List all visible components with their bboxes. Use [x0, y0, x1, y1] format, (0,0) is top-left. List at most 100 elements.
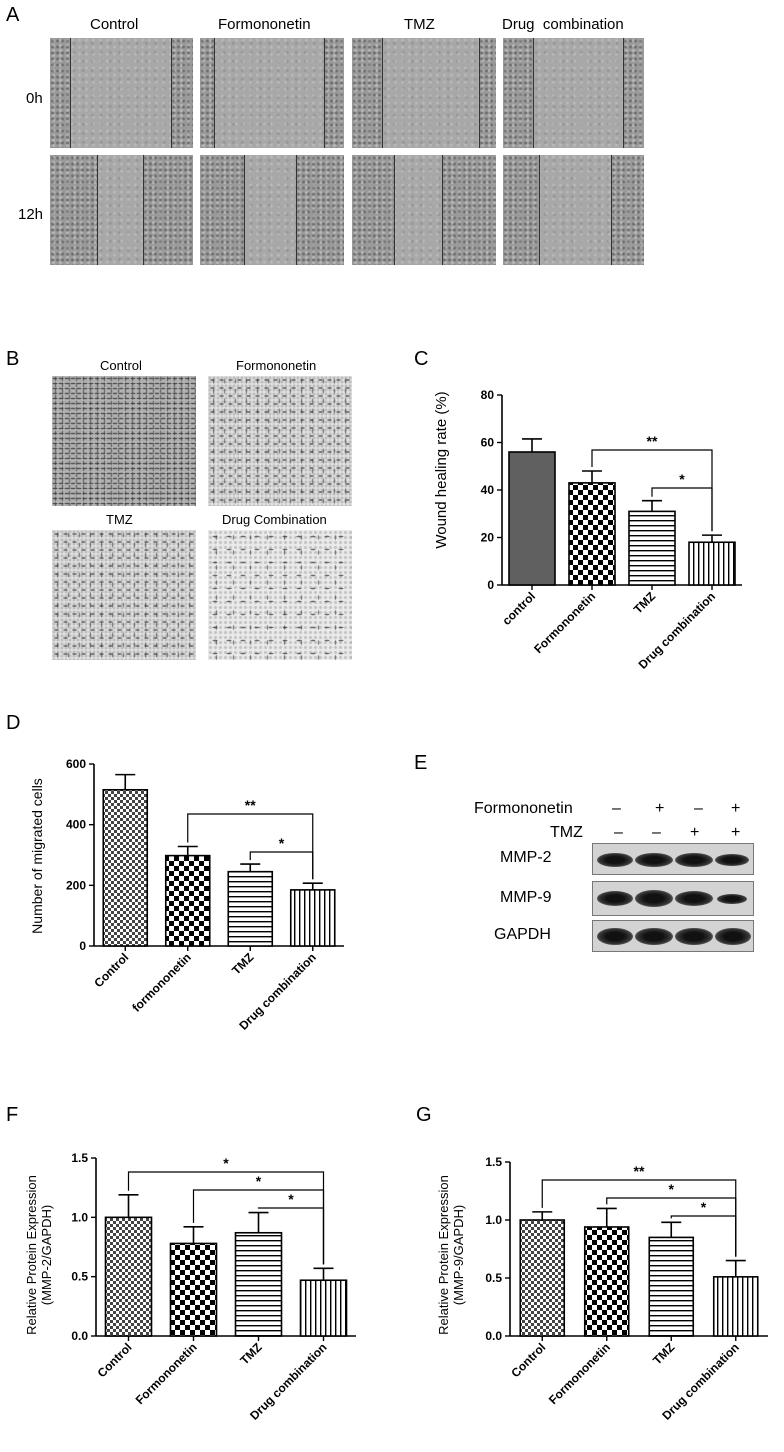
wound-image-drug-combination-0h — [503, 38, 644, 148]
x-tick-label-0: Control — [95, 1340, 135, 1380]
blot-label-formononetin: Formononetin — [474, 800, 573, 817]
chart-f-ylabel-line2: (MMP-2/GAPDH) — [39, 1205, 54, 1305]
panel-letter-e: E — [414, 752, 428, 774]
panel-a-col-label-formononetin: Formononetin — [218, 16, 311, 33]
chart-c-ylabel: Wound healing rate (%) — [433, 391, 450, 548]
x-tick-label-0: control — [499, 589, 538, 628]
wound-image-tmz-0h — [352, 38, 496, 148]
wound-image-control-0h — [50, 38, 193, 148]
chart-g-ylabel-line2: (MMP-9/GAPDH) — [451, 1205, 466, 1305]
significance-bracket-0 — [187, 813, 314, 880]
bar-3 — [688, 541, 736, 586]
x-tick-label-2: TMZ — [237, 1340, 264, 1367]
transwell-image-tmz — [52, 530, 196, 660]
transwell-image-drug-combination — [208, 530, 352, 660]
bar-2 — [648, 1236, 695, 1337]
panel-letter-b: B — [6, 348, 20, 370]
sign-formononetin-3: – — [694, 800, 703, 817]
significance-label-1: * — [669, 1181, 675, 1197]
y-tick-label: 0 — [79, 939, 86, 953]
x-tick-label-1: Formononetin — [546, 1340, 613, 1407]
bar-0 — [104, 1216, 153, 1337]
blot-band-label-mmp2: MMP-2 — [500, 849, 552, 866]
panel-a-col-label-control: Control — [90, 16, 139, 33]
panel-letter-a: A — [6, 4, 20, 26]
blot-strip-mmp9 — [592, 881, 754, 916]
sign-tmz-3: + — [690, 824, 700, 841]
y-tick-label: 1.0 — [71, 1210, 88, 1224]
blot-band-label-mmp9: MMP-9 — [500, 889, 552, 906]
y-tick-label: 1.0 — [485, 1213, 502, 1227]
wound-image-formononetin-0h — [200, 38, 344, 148]
significance-bracket-1 — [651, 487, 713, 532]
bar-0 — [519, 1219, 566, 1337]
chart-f: Relative Protein Expression (MMP-2/GAPDH… — [24, 1151, 356, 1423]
y-tick-label: 400 — [66, 818, 86, 832]
bar-1 — [169, 1242, 218, 1337]
x-tick-label-1: Formononetin — [531, 589, 598, 656]
blot-label-tmz: TMZ — [550, 824, 583, 841]
bar-1 — [164, 854, 211, 947]
y-tick-label: 60 — [481, 436, 495, 450]
bar-2 — [628, 510, 676, 586]
y-tick-label: 0.0 — [71, 1329, 88, 1343]
bar-1 — [583, 1226, 630, 1337]
y-tick-label: 0 — [487, 578, 494, 592]
x-tick-label-2: TMZ — [631, 589, 658, 616]
panel-a-col-label-drug-combination: Drug combination — [502, 16, 624, 33]
chart-f-ylabel: Relative Protein Expression — [24, 1175, 39, 1335]
bar-0 — [508, 451, 556, 586]
y-tick-label: 600 — [66, 757, 86, 771]
transwell-image-control — [52, 376, 196, 506]
panel-b-label-tmz: TMZ — [106, 512, 133, 527]
significance-label-1: * — [679, 471, 685, 487]
y-tick-label: 200 — [66, 878, 86, 892]
panel-letter-c: C — [414, 348, 429, 370]
chart-c: Wound healing rate (%) 0 20 40 60 80 controlF… — [433, 388, 742, 672]
bar-0 — [102, 788, 149, 947]
chart-g-ylabel: Relative Protein Expression — [436, 1175, 451, 1335]
panel-letter-d: D — [6, 712, 21, 734]
bar-2 — [234, 1231, 283, 1337]
sign-tmz-2: – — [652, 824, 661, 841]
significance-bracket-2 — [670, 1215, 737, 1257]
significance-bracket-2 — [257, 1207, 325, 1265]
wound-image-formononetin-12h — [200, 155, 344, 265]
significance-bracket-0 — [127, 1171, 325, 1265]
y-tick-label: 0.0 — [485, 1329, 502, 1343]
y-tick-label: 0.5 — [485, 1271, 502, 1285]
sign-formononetin-2: + — [655, 800, 665, 817]
bar-3 — [299, 1279, 348, 1337]
x-tick-label-2: TMZ — [229, 950, 256, 977]
blot-strip-mmp2 — [592, 843, 754, 875]
panel-b-label-drug-combination: Drug Combination — [222, 512, 327, 527]
significance-label-1: * — [279, 835, 285, 851]
blot-band-label-gapdh: GAPDH — [494, 926, 551, 943]
significance-label-1: * — [256, 1173, 262, 1189]
sign-formononetin-1: – — [612, 800, 621, 817]
panel-a-col-label-tmz: TMZ — [404, 16, 435, 33]
significance-label-0: ** — [245, 797, 256, 813]
y-tick-label: 1.5 — [71, 1151, 88, 1165]
x-tick-label-0: Control — [91, 950, 131, 990]
bar-2 — [227, 870, 274, 947]
x-tick-label-1: Formononetin — [133, 1340, 200, 1407]
chart-d: Number of migrated cells 0 200 400 600 Contr… — [29, 757, 344, 1033]
bar-3 — [712, 1276, 759, 1337]
wound-image-control-12h — [50, 155, 193, 265]
bar-1 — [568, 482, 616, 586]
panel-letter-g: G — [416, 1104, 432, 1126]
y-tick-label: 20 — [481, 531, 495, 545]
bar-3 — [289, 889, 336, 947]
chart-d-ylabel: Number of migrated cells — [29, 778, 45, 934]
sign-formononetin-4: + — [731, 800, 741, 817]
x-tick-label-0: Control — [508, 1340, 548, 1380]
significance-label-2: * — [288, 1191, 294, 1207]
wound-image-drug-combination-12h — [503, 155, 644, 265]
y-tick-label: 40 — [481, 483, 495, 497]
x-tick-label-2: TMZ — [650, 1340, 677, 1367]
significance-bracket-1 — [249, 851, 314, 880]
panel-b-label-formononetin: Formononetin — [236, 358, 317, 373]
significance-label-0: * — [223, 1155, 229, 1171]
significance-bracket-0 — [541, 1179, 737, 1257]
